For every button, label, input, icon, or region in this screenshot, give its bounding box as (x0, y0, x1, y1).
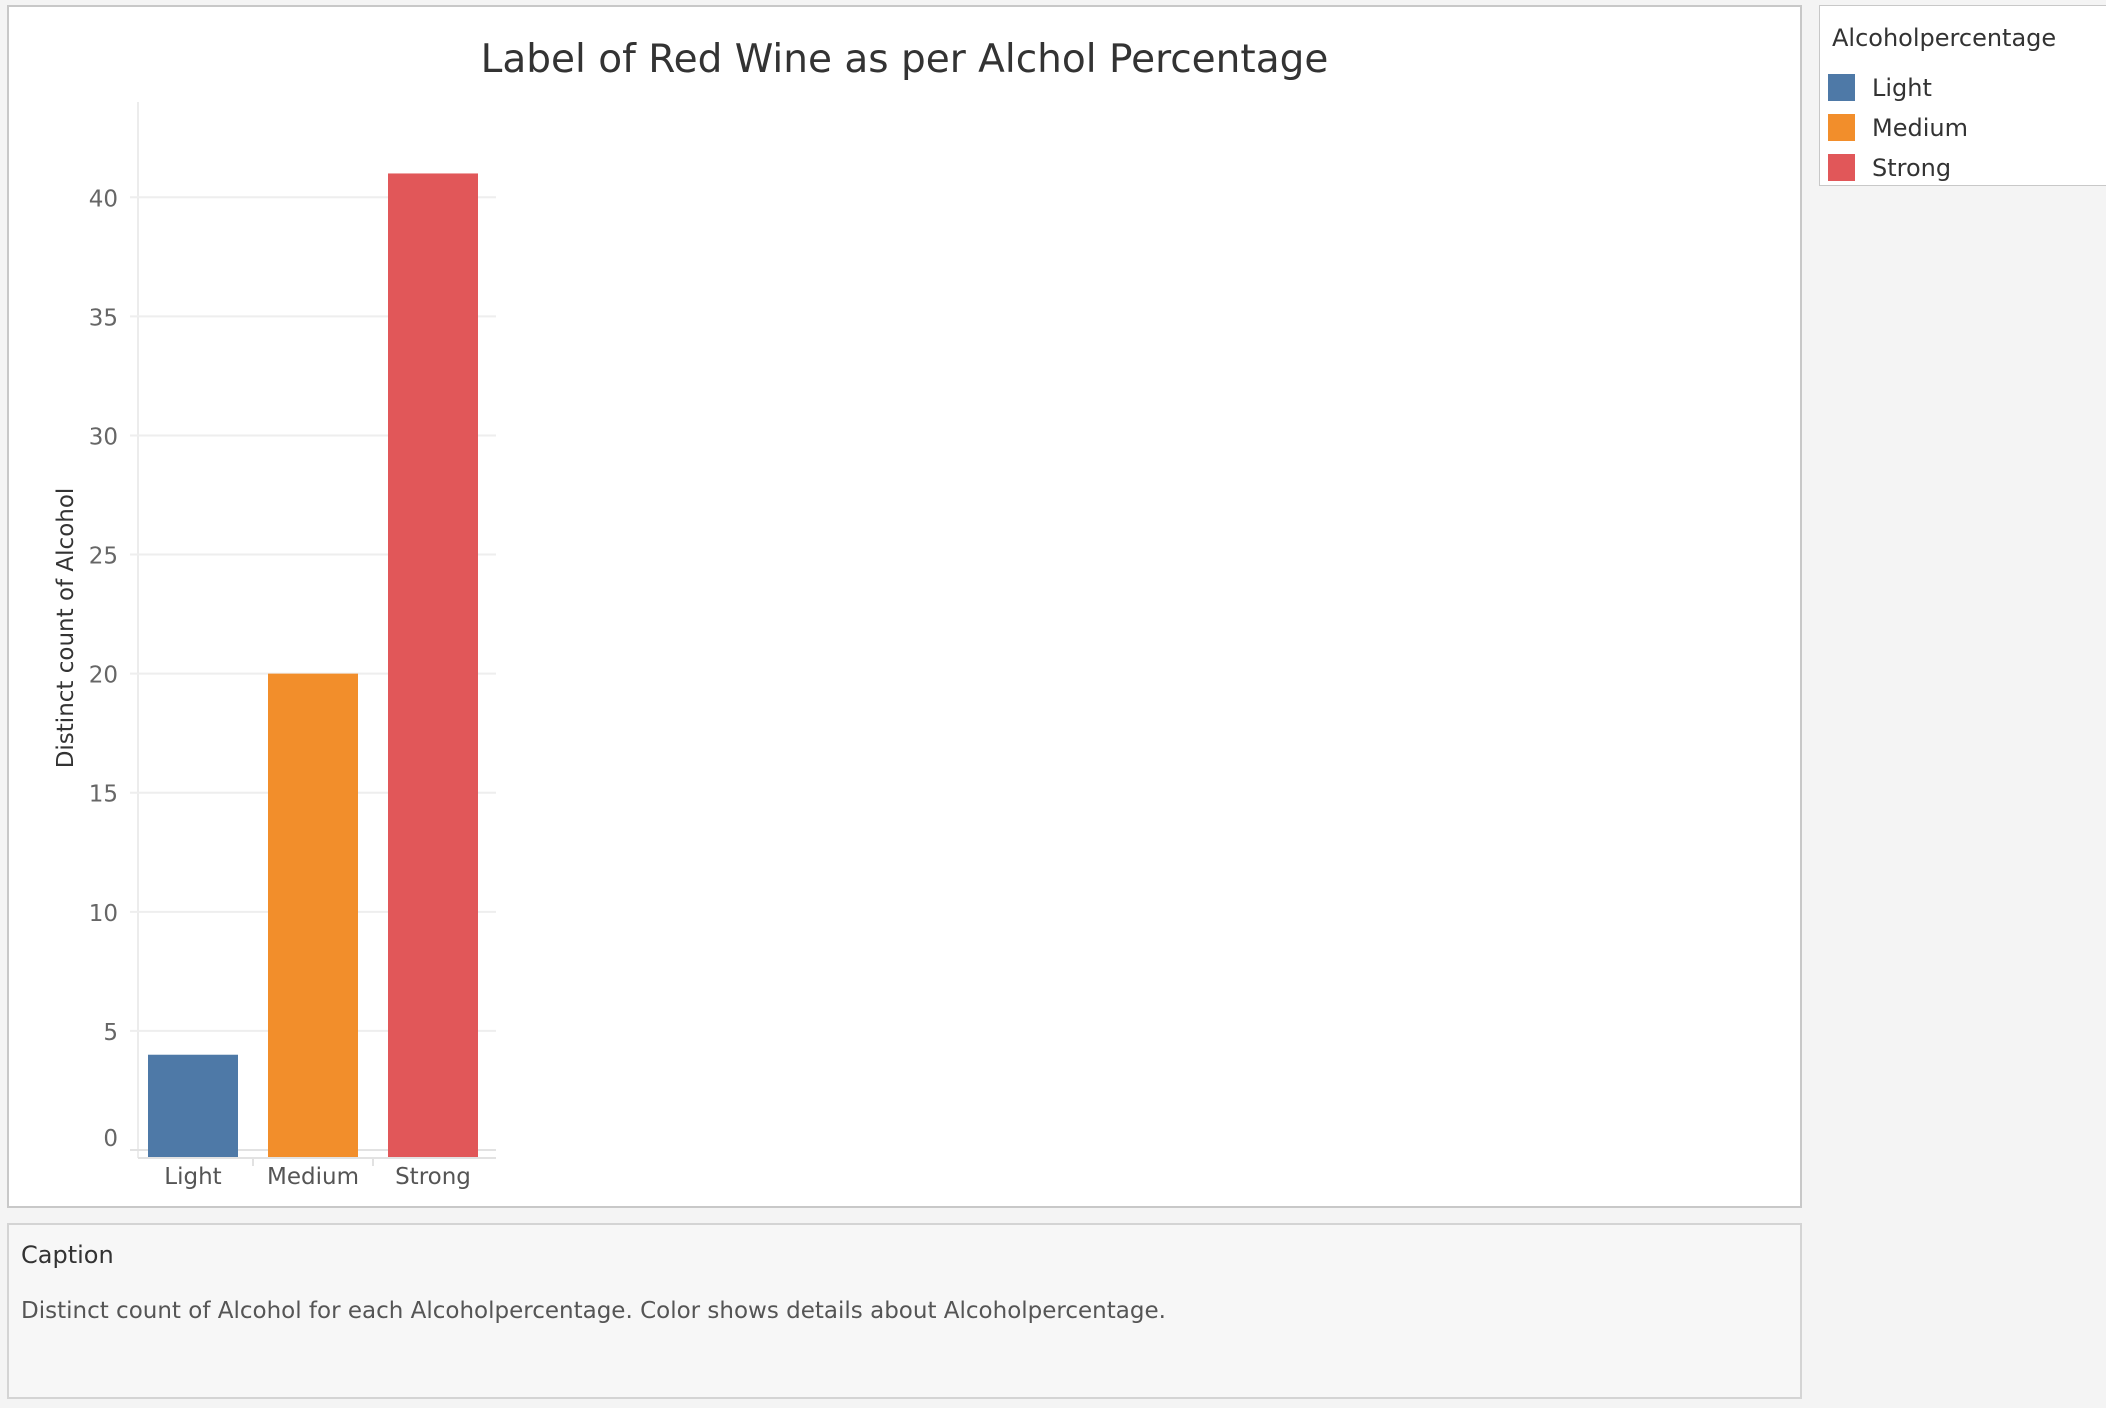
y-axis-label: Distinct count of Alcohol (53, 488, 79, 769)
legend-label: Light (1872, 74, 1932, 102)
caption-panel: Caption Distinct count of Alcohol for ea… (7, 1223, 1802, 1399)
legend-title: Alcoholpercentage (1832, 24, 2057, 52)
bar-medium[interactable] (268, 673, 358, 1157)
y-tick-labels: 0 5 10 15 20 25 30 35 40 (89, 186, 118, 1152)
x-tick-label: Light (164, 1164, 221, 1190)
chart-panel: Label of Red Wine as per Alchol Percenta… (7, 5, 1802, 1208)
y-tick-label: 10 (89, 901, 118, 927)
chart-title: Label of Red Wine as per Alchol Percenta… (480, 37, 1329, 82)
legend-swatch (1828, 154, 1855, 181)
y-tick-label: 40 (89, 186, 118, 212)
y-tick-label: 5 (103, 1020, 118, 1046)
caption-title: Caption (21, 1241, 114, 1269)
x-tick-labels: Light Medium Strong (164, 1164, 471, 1190)
legend-swatch (1828, 114, 1855, 141)
legend-label: Strong (1872, 154, 1952, 182)
y-tick-label: 30 (89, 424, 118, 450)
caption-text: Distinct count of Alcohol for each Alcoh… (21, 1298, 1166, 1324)
legend: Alcoholpercentage Light Medium Strong (1819, 5, 2106, 186)
y-tick-label: 15 (89, 782, 118, 808)
y-tick-label: 20 (89, 663, 118, 689)
bar-strong[interactable] (388, 173, 478, 1158)
bar-chart: 0 5 10 15 20 25 30 35 40 Light Medium Strong Disti… (53, 102, 496, 1190)
y-tick-label: 35 (89, 305, 118, 331)
y-tick-label: 0 (103, 1126, 118, 1152)
legend-label: Medium (1872, 114, 1968, 142)
bar-light[interactable] (148, 1054, 238, 1157)
x-tick-label: Medium (267, 1164, 359, 1190)
x-tick-label: Strong (395, 1164, 471, 1190)
legend-swatch (1828, 74, 1855, 101)
bars (148, 173, 478, 1158)
y-tick-label: 25 (89, 544, 118, 570)
